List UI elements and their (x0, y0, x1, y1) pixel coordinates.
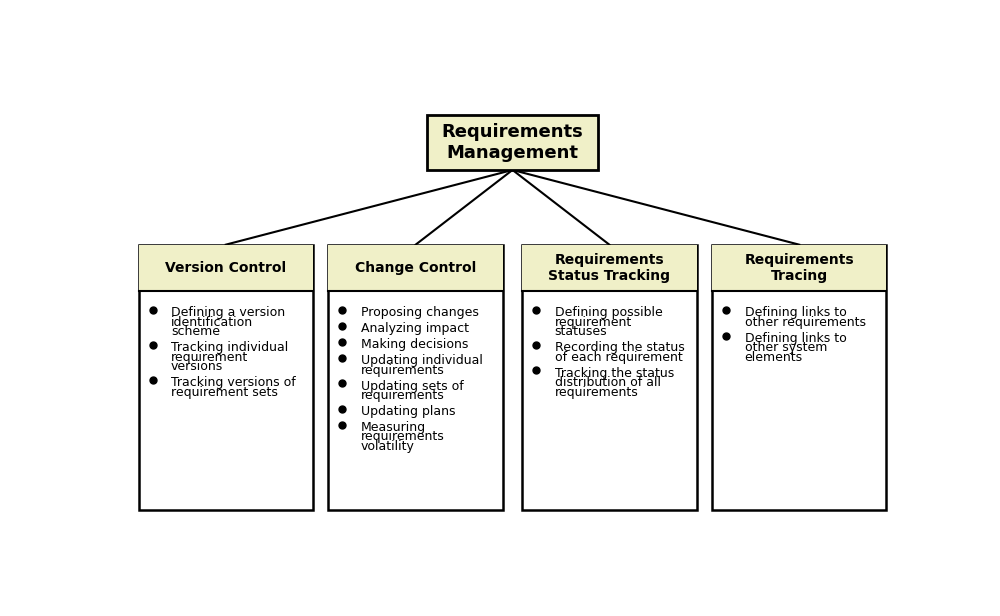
Text: other system: other system (745, 341, 827, 354)
Text: Tracking the status: Tracking the status (555, 367, 674, 379)
Text: Defining links to: Defining links to (745, 306, 846, 319)
Text: Requirements
Management: Requirements Management (442, 123, 583, 162)
Text: scheme: scheme (171, 325, 220, 338)
Text: Requirements
Status Tracking: Requirements Status Tracking (548, 253, 670, 283)
Text: Making decisions: Making decisions (361, 338, 468, 351)
Text: Measuring: Measuring (361, 421, 426, 434)
Bar (139, 245, 313, 510)
Bar (427, 115, 598, 170)
Text: of each requirement: of each requirement (555, 351, 682, 363)
Text: Change Control: Change Control (355, 261, 476, 275)
Text: Defining possible: Defining possible (555, 306, 662, 319)
Text: Updating individual: Updating individual (361, 354, 483, 367)
Text: requirement: requirement (171, 351, 248, 363)
Text: Proposing changes: Proposing changes (361, 306, 479, 319)
Text: requirements: requirements (361, 389, 445, 402)
Bar (522, 245, 697, 291)
Bar (522, 245, 697, 510)
Text: volatility: volatility (361, 440, 415, 453)
Text: statuses: statuses (555, 325, 607, 338)
Text: distribution of all: distribution of all (555, 376, 661, 389)
Text: requirements: requirements (361, 363, 445, 376)
Text: Tracking individual: Tracking individual (171, 341, 288, 354)
Text: Version Control: Version Control (165, 261, 286, 275)
Bar (712, 245, 886, 291)
Bar (328, 245, 503, 510)
Text: requirement sets: requirement sets (171, 386, 278, 399)
Text: Updating sets of: Updating sets of (361, 379, 464, 392)
Text: Recording the status: Recording the status (555, 341, 684, 354)
Text: Requirements
Tracing: Requirements Tracing (744, 253, 854, 283)
Text: elements: elements (745, 351, 803, 363)
Text: requirements: requirements (361, 431, 445, 444)
Text: Defining links to: Defining links to (745, 332, 846, 345)
Bar (712, 245, 886, 510)
Text: Tracking versions of: Tracking versions of (171, 376, 296, 389)
Text: identification: identification (171, 316, 253, 329)
Text: Analyzing impact: Analyzing impact (361, 322, 469, 335)
Text: versions: versions (171, 360, 223, 373)
Text: requirement: requirement (555, 316, 632, 329)
Bar (328, 245, 503, 291)
Text: requirements: requirements (555, 386, 638, 399)
Bar (139, 245, 313, 291)
Text: Defining a version: Defining a version (171, 306, 285, 319)
Text: other requirements: other requirements (745, 316, 866, 329)
Text: Updating plans: Updating plans (361, 405, 455, 418)
